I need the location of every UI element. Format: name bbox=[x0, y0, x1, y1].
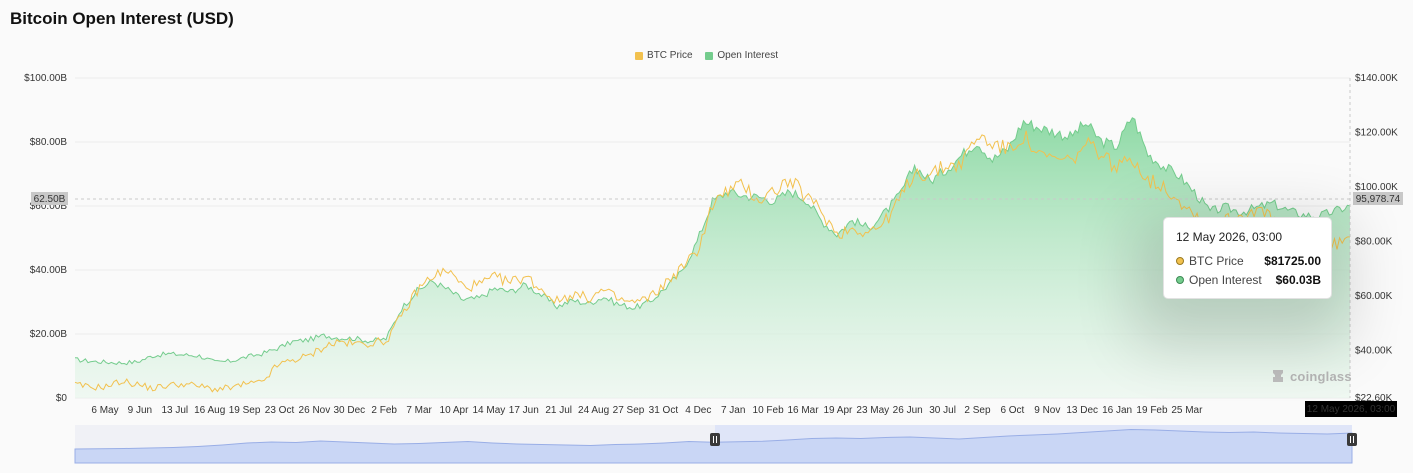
x-tick-label: 25 Mar bbox=[1171, 405, 1203, 416]
tooltip-label-open-interest: Open Interest bbox=[1189, 273, 1262, 287]
watermark-text: coinglass bbox=[1290, 368, 1352, 384]
y-right-tick-label: $40.00K bbox=[1355, 346, 1393, 357]
x-tick-label: 13 Jul bbox=[161, 405, 188, 416]
legend-item-btc-price[interactable]: BTC Price bbox=[635, 50, 693, 61]
btc-price-line[interactable] bbox=[74, 130, 1351, 393]
x-axis-hover-tag: 12 May 2026, 03:00 bbox=[1305, 401, 1397, 417]
tooltip: 12 May 2026, 03:00 BTC Price $81725.00 O… bbox=[1163, 217, 1332, 299]
x-tick-label: 2 Feb bbox=[371, 405, 397, 416]
legend: BTC Price Open Interest bbox=[0, 50, 1413, 63]
x-tick-label: 30 Jul bbox=[929, 405, 956, 416]
x-tick-label: 16 Jan bbox=[1102, 405, 1132, 416]
crosshair-left-label: 62.50B bbox=[31, 192, 68, 205]
x-tick-label: 10 Apr bbox=[440, 405, 470, 416]
y-right-tick-label: $22.60K bbox=[1355, 393, 1393, 404]
y-left-tick-label: $100.00B bbox=[24, 73, 67, 84]
x-tick-label: 2 Sep bbox=[964, 405, 991, 416]
x-tick-label: 7 Mar bbox=[406, 405, 432, 416]
tooltip-date: 12 May 2026, 03:00 bbox=[1176, 230, 1283, 244]
navigator-area bbox=[74, 428, 1353, 464]
x-tick-label: 6 Oct bbox=[1000, 405, 1024, 416]
x-tick-label: 23 Oct bbox=[265, 405, 295, 416]
navigator-handle-right[interactable] bbox=[1347, 433, 1357, 446]
crosshair-left-value: 62.50B bbox=[34, 194, 66, 205]
x-tick-label: 7 Jan bbox=[721, 405, 745, 416]
x-tick-label: 24 Aug bbox=[578, 405, 609, 416]
tooltip-dot-open-interest bbox=[1176, 276, 1184, 284]
y-axis-left: $0 $20.00B $40.00B $60.00B $80.00B $100.00B bbox=[24, 73, 67, 404]
x-tick-label: 23 May bbox=[856, 405, 889, 416]
x-tick-label: 31 Oct bbox=[649, 405, 679, 416]
tooltip-label-btc-price: BTC Price bbox=[1189, 254, 1244, 268]
x-tick-label: 14 May bbox=[473, 405, 506, 416]
y-right-tick-label: $60.00K bbox=[1355, 291, 1393, 302]
x-tick-label: 9 Nov bbox=[1034, 405, 1060, 416]
y-left-tick-label: $0 bbox=[56, 393, 68, 404]
y-left-tick-label: $60.00B bbox=[30, 201, 68, 212]
x-tick-label: 17 Jun bbox=[509, 405, 539, 416]
chart-title: Bitcoin Open Interest (USD) bbox=[10, 9, 234, 28]
coinglass-logo-icon bbox=[1273, 370, 1283, 382]
crosshair-right-label: 95,978.74 bbox=[1353, 192, 1403, 205]
coinglass-watermark: coinglass bbox=[1270, 368, 1352, 384]
x-axis-hover-date: 12 May 2026, 03:00 bbox=[1307, 404, 1396, 415]
y-axis-right: $22.60K $40.00K $60.00K $80.00K $100.00K $120… bbox=[1355, 73, 1398, 404]
open-interest-area[interactable] bbox=[75, 117, 1350, 399]
legend-label-btc-price: BTC Price bbox=[647, 50, 693, 61]
x-tick-label: 27 Sep bbox=[613, 405, 645, 416]
y-right-tick-label: $100.00K bbox=[1355, 182, 1398, 193]
x-tick-label: 26 Jun bbox=[893, 405, 923, 416]
y-left-tick-label: $80.00B bbox=[30, 137, 68, 148]
tooltip-row-btc-price: BTC Price $81725.00 bbox=[1176, 254, 1321, 268]
x-axis: 6 May 9 Jun 13 Jul 16 Aug 19 Sep 23 Oct 26 Nov… bbox=[91, 405, 1203, 416]
navigator-handle-left[interactable] bbox=[710, 433, 720, 446]
tooltip-value-open-interest: $60.03B bbox=[1275, 273, 1321, 287]
y-right-tick-label: $80.00K bbox=[1355, 237, 1393, 248]
x-tick-label: 16 Mar bbox=[787, 405, 819, 416]
x-tick-label: 10 Feb bbox=[753, 405, 785, 416]
open-interest-line[interactable] bbox=[74, 117, 1351, 366]
navigator[interactable] bbox=[74, 425, 1357, 464]
x-tick-label: 4 Dec bbox=[685, 405, 711, 416]
y-right-tick-label: $140.00K bbox=[1355, 73, 1398, 84]
tooltip-dot-btc-price bbox=[1176, 257, 1184, 265]
x-tick-label: 6 May bbox=[91, 405, 118, 416]
tooltip-row-open-interest: Open Interest $60.03B bbox=[1176, 273, 1321, 287]
x-tick-label: 21 Jul bbox=[545, 405, 572, 416]
x-tick-label: 9 Jun bbox=[128, 405, 152, 416]
legend-swatch-btc-price bbox=[635, 51, 644, 60]
x-tick-label: 26 Nov bbox=[299, 405, 331, 416]
tooltip-value-btc-price: $81725.00 bbox=[1264, 254, 1321, 268]
y-right-tick-label: $120.00K bbox=[1355, 128, 1398, 139]
legend-swatch-open-interest bbox=[705, 51, 714, 60]
x-tick-label: 16 Aug bbox=[194, 405, 225, 416]
x-tick-label: 30 Dec bbox=[333, 405, 365, 416]
x-tick-label: 13 Dec bbox=[1066, 405, 1098, 416]
legend-label-open-interest: Open Interest bbox=[717, 50, 778, 61]
x-tick-label: 19 Feb bbox=[1136, 405, 1168, 416]
y-left-tick-label: $40.00B bbox=[30, 265, 68, 276]
legend-item-open-interest[interactable]: Open Interest bbox=[705, 50, 778, 61]
y-left-tick-label: $20.00B bbox=[30, 329, 68, 340]
x-tick-label: 19 Sep bbox=[229, 405, 261, 416]
crosshair-right-value: 95,978.74 bbox=[1356, 194, 1401, 205]
x-tick-label: 19 Apr bbox=[823, 405, 853, 416]
